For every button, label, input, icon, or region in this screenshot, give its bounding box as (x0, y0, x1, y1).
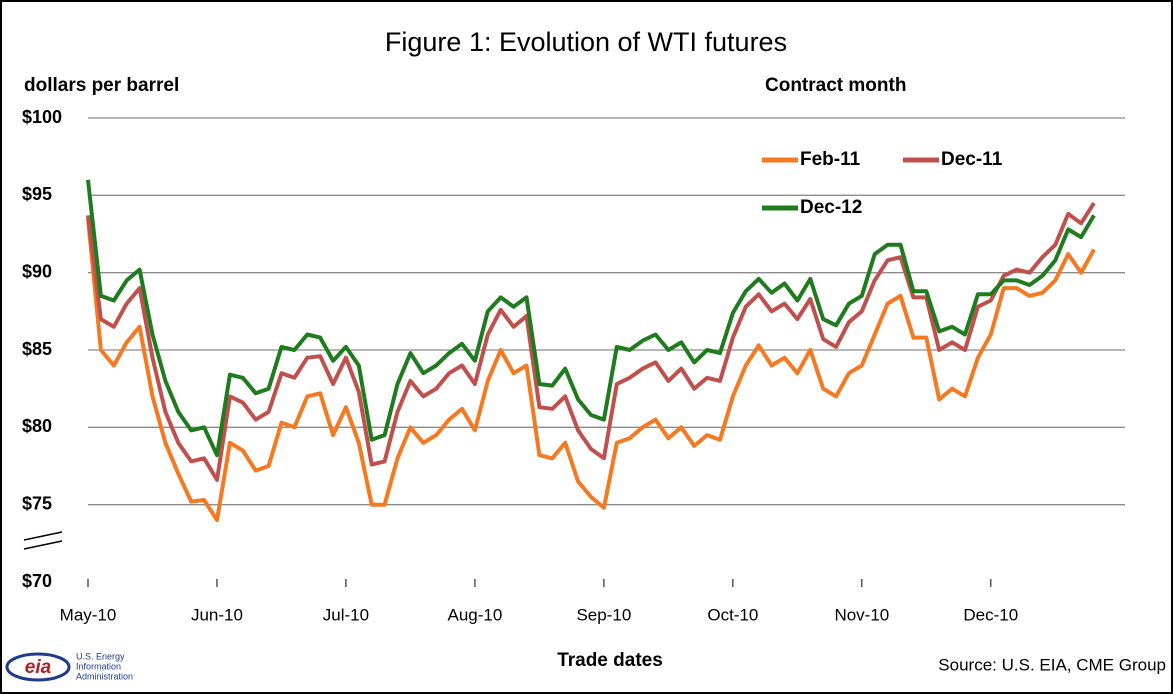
logo-ring (5, 652, 71, 682)
logo-text: Information (76, 661, 121, 671)
axis-break-line (23, 531, 63, 541)
logo: eia U.S. Energy Information Administrati… (5, 651, 133, 682)
x-tick-label: Jul-10 (323, 605, 369, 624)
series-line (86, 179, 1096, 458)
source: Source: U.S. EIA, CME Group (938, 655, 1166, 674)
x-axis-label: Trade dates (557, 650, 663, 671)
y-tick-label: $90 (22, 261, 52, 281)
axis-break-line (23, 540, 63, 550)
x-tick-label: Aug-10 (448, 605, 503, 624)
y-tick-label: $100 (22, 107, 62, 127)
x-tick-label: Dec-10 (963, 605, 1018, 624)
logo-text: Administration (76, 671, 133, 681)
x-tick-label: Nov-10 (834, 605, 889, 624)
y-tick-label: $80 (22, 416, 52, 436)
logo-text: U.S. Energy (76, 651, 125, 661)
y-tick-label: $85 (22, 339, 52, 359)
axis-break (23, 531, 63, 550)
x-tick-label: Sep-10 (576, 605, 631, 624)
series-line (86, 218, 1096, 523)
logo-mark: eia (25, 657, 52, 678)
y-tick-label: $95 (22, 184, 52, 204)
legend-title: Contract month (765, 75, 906, 96)
legend-label: Feb-11 (800, 149, 861, 170)
y-tick-label: $70 (22, 571, 52, 591)
legend-label: Dec-11 (941, 149, 1003, 170)
x-tick-label: Jun-10 (191, 605, 243, 624)
y-axis-label: dollars per barrel (24, 75, 179, 96)
y-tick-label: $75 (22, 493, 52, 513)
x-tick-label: Oct-10 (707, 605, 758, 624)
legend-label: Dec-12 (800, 197, 862, 218)
x-tick-label: May-10 (60, 605, 117, 624)
chart-title: Figure 1: Evolution of WTI futures (385, 27, 787, 57)
